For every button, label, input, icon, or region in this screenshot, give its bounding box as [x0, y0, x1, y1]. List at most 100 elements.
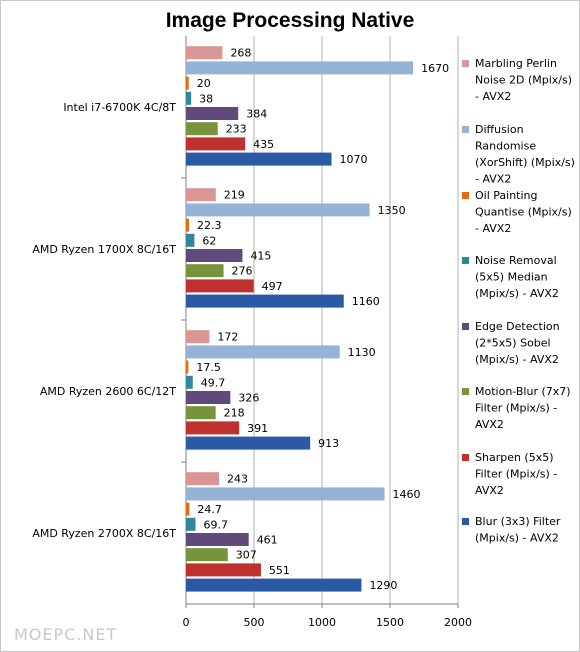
legend-entry-line: Quantise (Mpix/s) — [475, 206, 572, 219]
legend-entry-line: (Mpix/s) - AVX2 — [475, 532, 559, 545]
data-label: 1460 — [393, 488, 421, 501]
category-label: AMD Ryzen 2700X 8C/16T — [32, 527, 176, 540]
bar — [186, 218, 190, 232]
legend-entry-line: Randomise — [475, 140, 536, 153]
data-label: 1670 — [421, 62, 449, 75]
bar — [186, 76, 189, 90]
legend-entry-line: (2*5x5) Sobel — [475, 337, 551, 350]
legend-entry-line: Filter (Mpix/s) - — [475, 468, 557, 481]
bar — [186, 46, 223, 60]
x-tick-label: 2000 — [444, 616, 472, 629]
bar — [186, 233, 195, 247]
legend-swatch — [462, 454, 469, 461]
data-label: 268 — [230, 47, 251, 60]
watermark-text: MOEPC.NET — [14, 625, 117, 644]
bar — [186, 188, 216, 202]
bar — [186, 517, 196, 531]
legend-entry-line: Noise 2D (Mpix/s) — [475, 74, 572, 87]
bar — [186, 578, 362, 592]
legend-entry-line: - AVX2 — [475, 173, 511, 186]
legend-entry-line: - AVX2 — [475, 90, 511, 103]
bar — [186, 249, 243, 262]
legend-entry-line: Sharpen (5x5) — [475, 451, 554, 464]
data-label: 172 — [217, 331, 238, 344]
data-label: 1160 — [352, 295, 380, 308]
data-label: 1290 — [369, 579, 397, 592]
legend-entry-line: Motion-Blur (7x7) — [475, 385, 571, 398]
bar — [186, 345, 340, 359]
data-label: 276 — [232, 265, 253, 278]
chart-title: Image Processing Native — [166, 9, 415, 32]
legend-swatch — [462, 257, 469, 264]
legend-entry-line: AVX2 — [475, 484, 504, 497]
legend-swatch — [462, 126, 469, 133]
legend-entry-line: Oil Painting — [475, 189, 538, 202]
legend-swatch — [462, 60, 469, 67]
bar — [186, 406, 216, 420]
data-label: 49.7 — [201, 376, 226, 389]
bar — [186, 436, 311, 450]
legend-entry-line: Edge Detection — [475, 320, 560, 333]
data-label: 22.3 — [197, 219, 222, 232]
legend-entry: Motion-Blur (7x7) Filter (Mpix/s) - AVX2 — [475, 385, 571, 431]
data-label: 219 — [224, 189, 245, 202]
bar — [186, 61, 414, 75]
x-tick-label: 1500 — [376, 616, 404, 629]
legend-entry: Noise Removal (5x5) Median (Mpix/s) - AVX2 — [475, 254, 559, 300]
bar — [186, 360, 189, 374]
legend-entry-line: Marbling Perlin — [475, 57, 557, 70]
legend-entry: Oil Painting Quantise (Mpix/s) - AVX2 — [475, 189, 572, 235]
data-label: 435 — [253, 138, 274, 151]
bar — [186, 107, 239, 120]
data-label: 391 — [247, 422, 268, 435]
data-label: 1070 — [340, 153, 368, 166]
x-tick-label: 1000 — [308, 616, 336, 629]
data-label: 497 — [262, 280, 283, 293]
data-label: 1350 — [378, 204, 406, 217]
data-label: 69.7 — [203, 518, 228, 531]
legend-entry-line: (5x5) Median — [475, 271, 548, 284]
bar — [186, 91, 192, 105]
data-label: 551 — [269, 564, 290, 577]
data-label: 38 — [199, 92, 213, 105]
bar — [186, 421, 240, 435]
data-label: 461 — [257, 534, 278, 547]
data-label: 415 — [250, 250, 271, 263]
bar — [186, 137, 246, 151]
bar — [186, 279, 254, 293]
category-label: AMD Ryzen 1700X 8C/16T — [32, 243, 176, 256]
bar — [186, 294, 344, 308]
data-label: 24.7 — [197, 503, 222, 516]
legend-entry-line: (XorShift) (Mpix/s) — [475, 156, 575, 169]
legend-entry: Marbling Perlin Noise 2D (Mpix/s) - AVX2 — [475, 57, 572, 103]
bar — [186, 563, 261, 577]
plot-area: 0 500 1000 1500 2000 Intel i7-6700K 4C/8T 268 1… — [32, 36, 472, 629]
bar — [186, 548, 228, 562]
x-tick-label: 500 — [244, 616, 265, 629]
category-label: Intel i7-6700K 4C/8T — [63, 101, 176, 114]
bar — [186, 330, 210, 344]
legend-entry: Blur (3x3) Filter (Mpix/s) - AVX2 — [475, 515, 561, 545]
bar — [186, 152, 332, 166]
data-label: 913 — [318, 437, 339, 450]
bar — [186, 264, 224, 278]
legend-entry-line: Filter (Mpix/s) - — [475, 402, 557, 415]
bar — [186, 375, 193, 389]
legend-entry: Sharpen (5x5) Filter (Mpix/s) - AVX2 — [475, 451, 557, 497]
data-label: 326 — [238, 392, 259, 405]
legend-entry-line: Noise Removal — [475, 254, 557, 267]
legend-entry-line: - AVX2 — [475, 222, 511, 235]
legend-entry: Edge Detection (2*5x5) Sobel (Mpix/s) - AV… — [475, 320, 560, 366]
bar — [186, 487, 385, 501]
legend: Marbling Perlin Noise 2D (Mpix/s) - AVX2Di… — [462, 57, 575, 545]
bar — [186, 122, 218, 136]
data-label: 1130 — [348, 346, 376, 359]
legend-entry-line: (Mpix/s) - AVX2 — [475, 353, 559, 366]
data-label: 218 — [224, 407, 245, 420]
legend-entry-line: AVX2 — [475, 418, 504, 431]
data-label: 17.5 — [196, 361, 221, 374]
legend-swatch — [462, 323, 469, 330]
category-label: AMD Ryzen 2600 6C/12T — [40, 385, 176, 398]
bar — [186, 472, 220, 486]
